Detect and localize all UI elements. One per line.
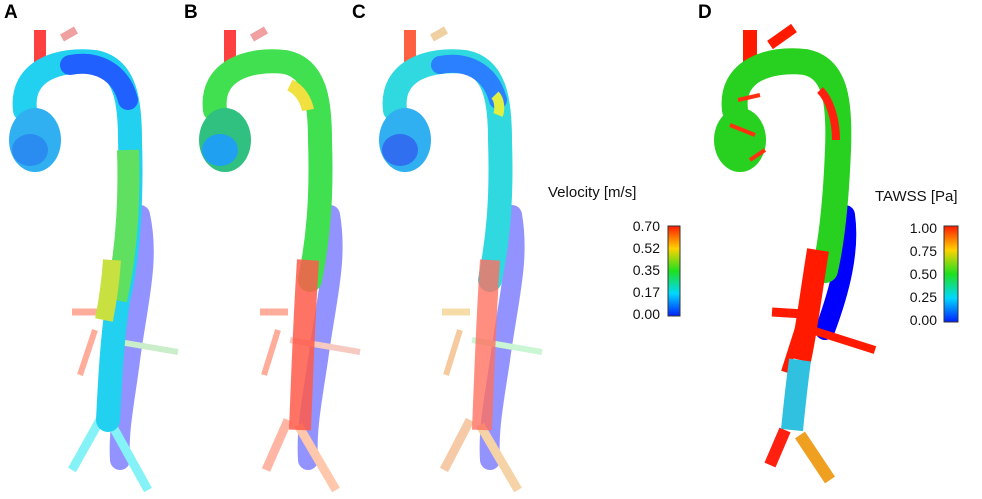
tawss-tick-4: 0.25 <box>909 289 937 305</box>
velocity-tick-5: 0.00 <box>632 306 660 322</box>
panel-letter-b: B <box>184 2 198 23</box>
tawss-tick-1: 1.00 <box>909 220 937 236</box>
aorta-velocity-rendering-c <box>379 26 543 493</box>
aorta-tawss-rendering-d <box>714 23 877 484</box>
velocity-tick-1: 0.70 <box>632 218 660 234</box>
tawss-legend: TAWSS [Pa] 1.00 0.75 0.50 0.25 0.00 <box>875 180 982 330</box>
aorta-velocity-rendering-a <box>9 26 179 493</box>
panel-b: B <box>180 0 370 499</box>
velocity-legend: Velocity [m/s] 0.70 0.52 0.35 0.17 0.00 <box>548 180 681 330</box>
panel-letter-d: D <box>698 2 712 23</box>
tawss-tick-3: 0.50 <box>909 266 937 282</box>
velocity-tick-2: 0.52 <box>632 240 660 256</box>
velocity-colorbar <box>667 225 681 317</box>
panel-d: D <box>698 0 900 499</box>
velocity-legend-title: Velocity [m/s] <box>548 184 637 201</box>
tawss-colorbar <box>943 225 959 323</box>
tawss-tick-2: 0.75 <box>909 243 937 259</box>
tawss-tick-5: 0.00 <box>909 312 937 328</box>
velocity-tick-4: 0.17 <box>632 284 660 300</box>
panel-letter-c: C <box>352 2 366 23</box>
panel-letter-a: A <box>4 2 18 23</box>
panel-c: C <box>352 0 550 499</box>
aorta-velocity-rendering-b <box>199 26 361 493</box>
panel-a: A <box>0 0 190 499</box>
tawss-legend-title: TAWSS [Pa] <box>875 188 958 205</box>
velocity-tick-3: 0.35 <box>632 262 660 278</box>
